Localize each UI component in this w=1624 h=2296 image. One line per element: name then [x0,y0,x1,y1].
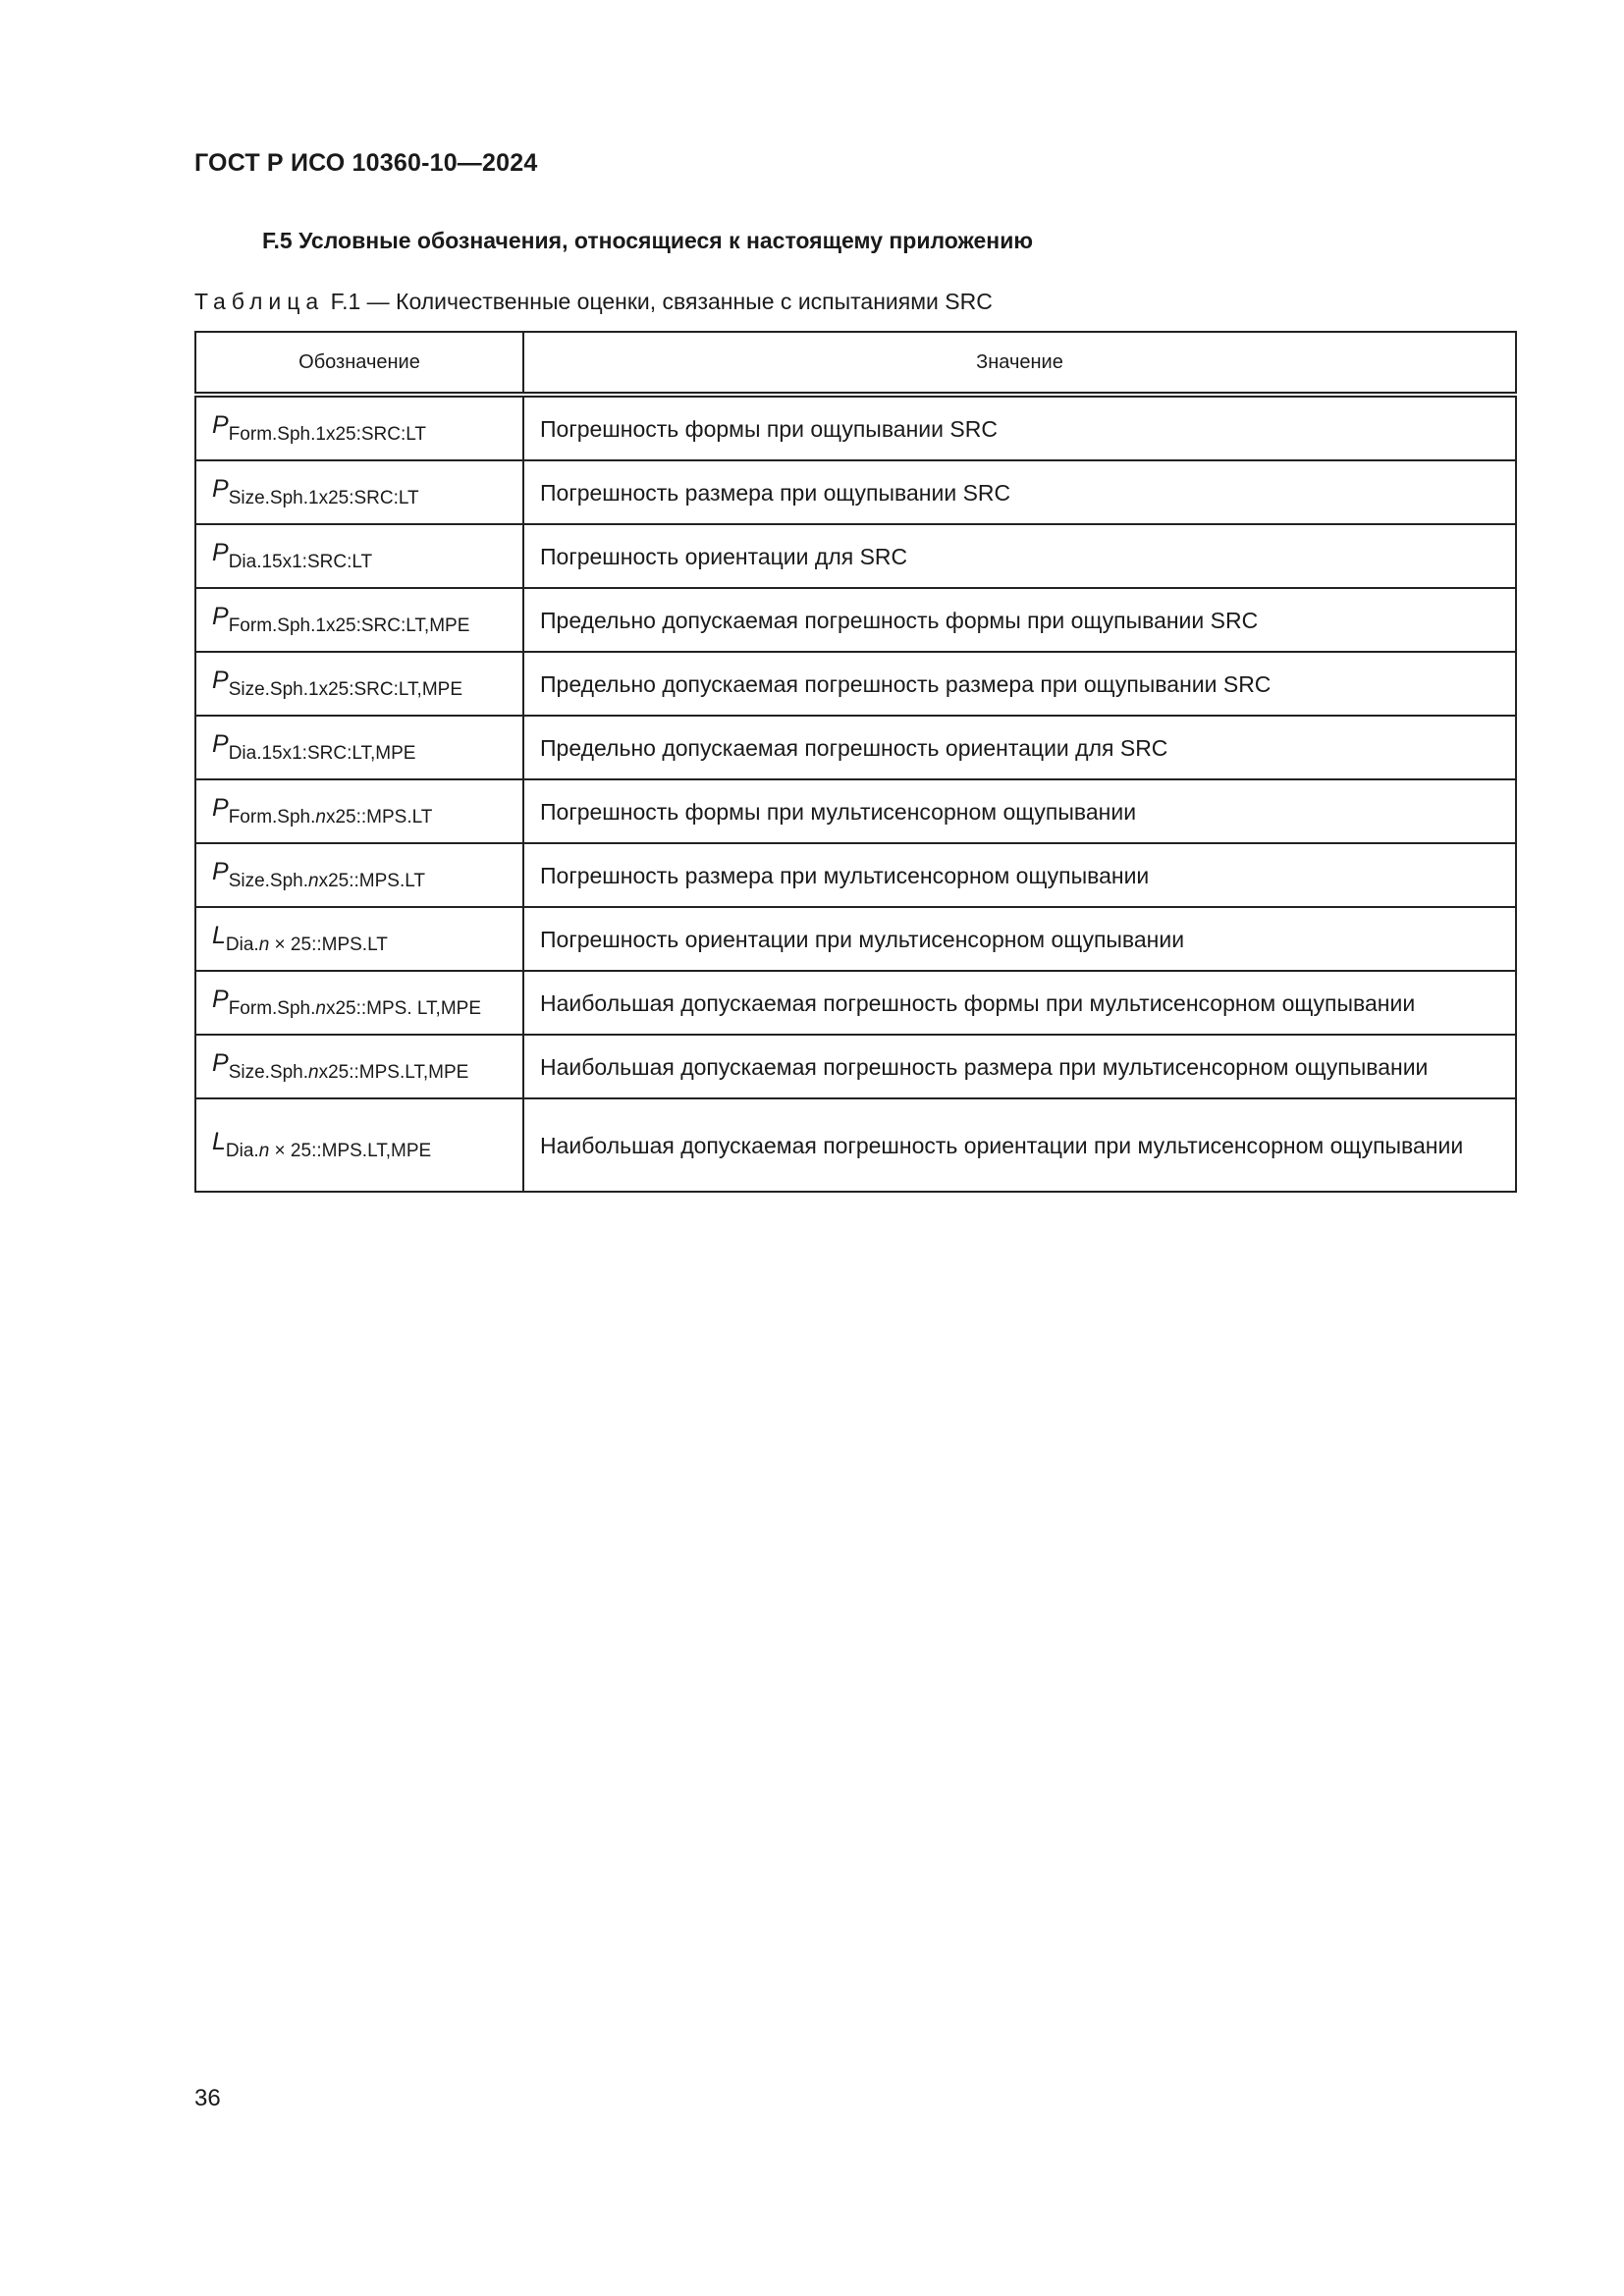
subscript-part: × 25::MPS.LT,MPE [269,1141,432,1161]
table-row: PDia.15x1:SRC:LT,MPE Предельно допускаема… [194,715,1517,780]
meaning-cell: Погрешность размера при ощупывании SRC [522,459,1517,525]
symbol-base: P [212,794,229,822]
table-row: PSize.Sph.1x25:SRC:LT Погрешность размера… [194,459,1517,525]
meaning-cell: Предельно допускаемая погрешность ориент… [522,715,1517,780]
symbol-cell: PForm.Sph.1x25:SRC:LT [194,394,524,461]
symbol-base: L [212,922,226,949]
table-row: PForm.Sph.1x25:SRC:LT,MPE Предельно допус… [194,587,1517,653]
symbol-base: P [212,1049,229,1077]
symbol-base: P [212,539,229,566]
meaning-cell: Наибольшая допускаемая погрешность разме… [522,1034,1517,1099]
symbol-subscript: Dia.n × 25::MPS.LT [226,934,388,955]
subscript-italic: n [258,934,270,955]
symbol-cell: PSize.Sph.nx25::MPS.LT,MPE [194,1034,524,1099]
subscript-italic: n [308,1062,319,1083]
table-row: PSize.Sph.nx25::MPS.LT Погрешность размер… [194,842,1517,908]
meaning-cell: Погрешность размера при мультисенсорном … [522,842,1517,908]
symbol-base: P [212,986,229,1013]
table-header-row: Обозначение Значение [194,331,1517,396]
symbol-subscript: Size.Sph.nx25::MPS.LT [229,871,425,891]
subscript-italic: n [315,998,326,1019]
symbol-subscript: Size.Sph.1x25:SRC:LT,MPE [229,679,462,700]
subscript-italic: n [315,807,326,828]
table-row: PDia.15x1:SRC:LT Погрешность ориентации д… [194,523,1517,589]
subscript-part: x25::MPS.LT [325,807,433,828]
subscript-part: x25::MPS.LT,MPE [318,1062,469,1083]
meaning-cell: Погрешность формы при ощупывании SRC [522,394,1517,461]
meaning-cell: Наибольшая допускаемая погрешность ориен… [522,1097,1517,1193]
table-row: PForm.Sph.nx25::MPS. LT,MPE Наибольшая до… [194,970,1517,1036]
subscript-part: Size.Sph. [228,871,309,891]
symbol-subscript: Form.Sph.nx25::MPS. LT,MPE [229,998,481,1019]
symbol-cell: PForm.Sph.nx25::MPS. LT,MPE [194,970,524,1036]
section-heading: F.5 Условные обозначения, относящиеся к … [262,228,1033,253]
subscript-part: Dia. [225,1141,259,1161]
table-caption-label: Таблица [194,289,325,314]
symbol-cell: LDia.n × 25::MPS.LT,MPE [194,1097,524,1193]
symbol-subscript: Dia.15x1:SRC:LT [229,552,372,572]
symbol-cell: PForm.Sph.nx25::MPS.LT [194,778,524,844]
table-row: LDia.n × 25::MPS.LT Погрешность ориентаци… [194,906,1517,972]
symbol-base: P [212,411,229,439]
table-row: PForm.Sph.1x25:SRC:LT Погрешность формы п… [194,394,1517,461]
symbol-base: P [212,730,229,758]
subscript-part: x25::MPS. LT,MPE [325,998,481,1019]
symbol-subscript: Size.Sph.1x25:SRC:LT [229,488,419,508]
column-header-symbol: Обозначение [194,331,524,396]
subscript-part: Size.Sph.1x25:SRC:LT,MPE [228,679,462,700]
column-header-meaning: Значение [522,331,1517,396]
symbol-subscript: Form.Sph.1x25:SRC:LT,MPE [229,615,470,636]
symbols-table: Обозначение Значение PForm.Sph.1x25:SRC:… [194,331,1517,1193]
subscript-part: Dia.15x1:SRC:LT [228,552,373,572]
symbol-subscript: Size.Sph.nx25::MPS.LT,MPE [229,1062,469,1083]
subscript-part: x25::MPS.LT [318,871,425,891]
subscript-part: Form.Sph. [228,998,316,1019]
symbol-cell: PDia.15x1:SRC:LT [194,523,524,589]
subscript-part: Dia.15x1:SRC:LT,MPE [228,743,416,764]
table-caption: Таблица F.1 — Количественные оценки, свя… [194,289,993,315]
symbol-subscript: Form.Sph.1x25:SRC:LT [229,424,426,445]
subscript-part: Size.Sph.1x25:SRC:LT [228,488,419,508]
meaning-cell: Наибольшая допускаемая погрешность формы… [522,970,1517,1036]
symbol-subscript: Dia.n × 25::MPS.LT,MPE [226,1141,431,1161]
symbol-cell: PSize.Sph.1x25:SRC:LT [194,459,524,525]
table-row: PForm.Sph.nx25::MPS.LT Погрешность формы … [194,778,1517,844]
symbol-cell: PSize.Sph.nx25::MPS.LT [194,842,524,908]
subscript-part: Dia. [225,934,259,955]
table-row: PSize.Sph.nx25::MPS.LT,MPE Наибольшая доп… [194,1034,1517,1099]
symbol-subscript: Form.Sph.nx25::MPS.LT [229,807,433,828]
subscript-part: Form.Sph. [228,807,316,828]
meaning-cell: Предельно допускаемая погрешность размер… [522,651,1517,717]
document-id: ГОСТ Р ИСО 10360-10—2024 [194,149,538,177]
page-number: 36 [194,2085,221,2111]
table-row: PSize.Sph.1x25:SRC:LT,MPE Предельно допус… [194,651,1517,717]
subscript-part: Size.Sph. [228,1062,309,1083]
symbol-cell: PSize.Sph.1x25:SRC:LT,MPE [194,651,524,717]
symbol-base: P [212,475,229,503]
subscript-part: × 25::MPS.LT [269,934,388,955]
subscript-italic: n [308,871,319,891]
symbol-cell: PForm.Sph.1x25:SRC:LT,MPE [194,587,524,653]
symbol-base: P [212,667,229,694]
meaning-cell: Погрешность ориентации при мультисенсорн… [522,906,1517,972]
symbol-base: P [212,858,229,885]
symbol-cell: LDia.n × 25::MPS.LT [194,906,524,972]
meaning-cell: Погрешность ориентации для SRC [522,523,1517,589]
meaning-cell: Предельно допускаемая погрешность формы … [522,587,1517,653]
symbol-base: P [212,603,229,630]
subscript-italic: n [258,1141,270,1161]
symbol-base: L [212,1128,226,1155]
subscript-part: Form.Sph.1x25:SRC:LT [228,424,427,445]
meaning-cell: Погрешность формы при мультисенсорном ощ… [522,778,1517,844]
table-row: LDia.n × 25::MPS.LT,MPE Наибольшая допуск… [194,1097,1517,1193]
subscript-part: Form.Sph.1x25:SRC:LT,MPE [228,615,470,636]
symbol-cell: PDia.15x1:SRC:LT,MPE [194,715,524,780]
table-caption-text: F.1 — Количественные оценки, связанные с… [330,289,993,314]
symbol-subscript: Dia.15x1:SRC:LT,MPE [229,743,416,764]
